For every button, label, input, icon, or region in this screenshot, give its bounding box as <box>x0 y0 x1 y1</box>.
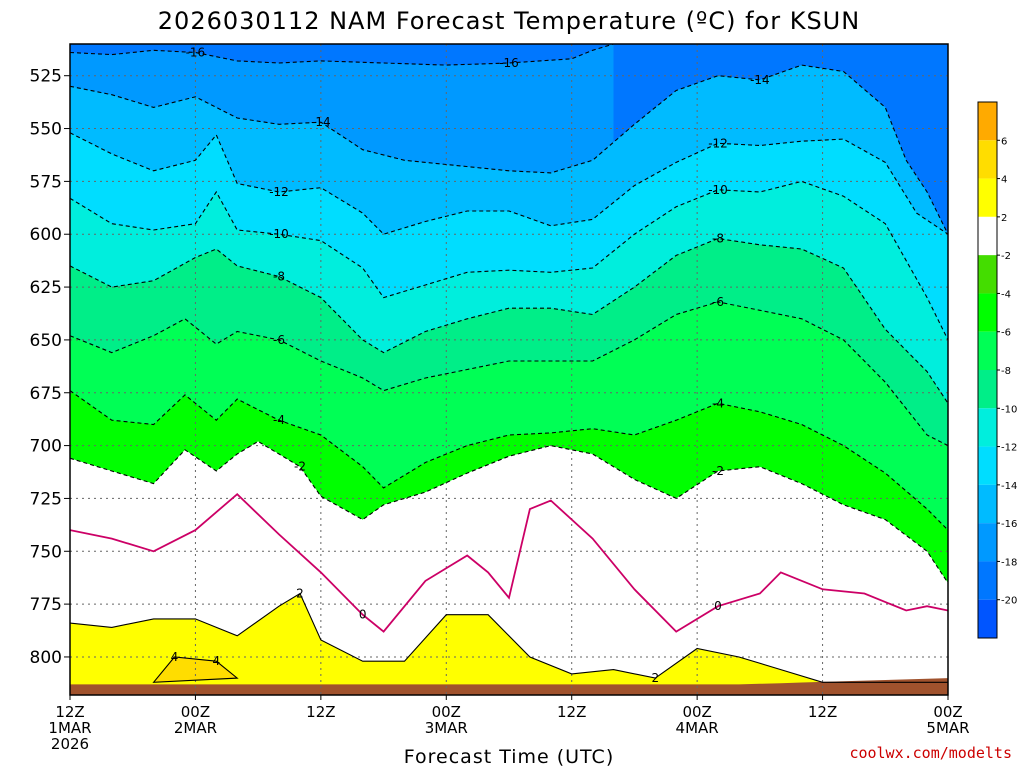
isotherm-label: -2 <box>712 464 724 478</box>
colorbar-label: -12 <box>1001 443 1017 454</box>
isotherm-0 <box>70 492 948 633</box>
colorbar-swatch <box>978 408 997 447</box>
colorbar-label: 2 <box>1001 213 1007 224</box>
credit-link[interactable]: coolwx.com/modelts <box>849 744 1012 762</box>
x-axis-label: Forecast Time (UTC) <box>404 746 614 768</box>
y-tick-label: 675 <box>30 384 62 404</box>
plot-area: -16 -16 -14 -14 -12 -12 -10 -10 -8 -8 -6 -6 -4 -4 -2 -2… <box>30 43 970 753</box>
isotherm-label: -8 <box>273 270 285 284</box>
colorbar-swatch <box>978 331 997 370</box>
x-tick-label: 00Z <box>682 703 711 721</box>
x-tick-label: 00Z <box>181 703 210 721</box>
chart-title: 2026030112 NAM Forecast Temperature (ºC)… <box>158 7 860 35</box>
y-tick-label: 800 <box>30 648 62 668</box>
colorbar: 6 4 2 -2 -4 -6 -8 -10 -12 -14 -16 -18 -20 <box>977 101 1017 639</box>
isotherm-label: -12 <box>269 185 289 199</box>
colorbar-swatch <box>978 561 997 600</box>
terrain <box>70 678 948 695</box>
colorbar-swatch <box>978 523 997 562</box>
isotherm-label: -16 <box>499 56 519 70</box>
colorbar-swatch <box>978 370 997 409</box>
isotherm-label: -4 <box>273 413 285 427</box>
colorbar-swatch <box>978 484 997 524</box>
isotherm-label: 2 <box>651 671 659 685</box>
colorbar-label: -16 <box>1001 519 1017 530</box>
isotherm--14 <box>70 64 948 235</box>
isotherm-label: -6 <box>712 295 724 309</box>
colorbar-label: -20 <box>1001 596 1017 607</box>
x-tick-label: 00Z <box>432 703 461 721</box>
colorbar-label: 6 <box>1001 136 1007 147</box>
isotherm-label: -10 <box>269 227 289 241</box>
y-tick-label: 525 <box>30 67 62 87</box>
isotherm-2 <box>70 592 948 683</box>
temperature-bands <box>70 44 948 695</box>
isotherm--12 <box>70 132 948 235</box>
y-tick-label: 750 <box>30 542 62 562</box>
isotherm-label: 0 <box>714 599 722 613</box>
isotherm-label: -2 <box>294 460 306 474</box>
x-tick-label: 2026 <box>51 735 89 753</box>
x-tick-label: 12Z <box>557 703 586 721</box>
colorbar-label: -10 <box>1001 404 1017 415</box>
isotherm--8 <box>70 237 948 404</box>
y-tick-label: 625 <box>30 278 62 298</box>
x-tick-label: 1MAR <box>48 719 91 737</box>
isotherm-label: 4 <box>171 650 179 664</box>
colorbar-label: -4 <box>1001 289 1011 300</box>
x-tick-label: 2MAR <box>174 719 217 737</box>
plot-frame <box>69 43 949 696</box>
isotherm-label: 4 <box>212 654 220 668</box>
colorbar-label: -18 <box>1001 557 1017 568</box>
colorbar-swatch <box>978 178 997 217</box>
colorbar-swatch <box>978 293 997 332</box>
colorbar-swatch <box>978 216 997 256</box>
colorbar-swatch <box>978 102 997 141</box>
isotherm-label: -14 <box>750 73 770 87</box>
y-tick-label: 575 <box>30 172 62 192</box>
colorbar-swatch <box>978 255 997 294</box>
isotherm-label: -6 <box>273 333 285 347</box>
x-tick-label: 4MAR <box>676 719 719 737</box>
colorbar-swatch <box>978 599 997 638</box>
isotherm-label: -8 <box>712 232 724 246</box>
colorbar-swatch <box>978 446 997 485</box>
isotherm-label: -10 <box>708 183 728 197</box>
y-tick-label: 550 <box>30 120 62 140</box>
isotherm--16 <box>70 44 614 66</box>
x-tick-label: 3MAR <box>425 719 468 737</box>
colorbar-label: -6 <box>1001 328 1011 339</box>
x-tick-label: 12Z <box>306 703 335 721</box>
y-tick-label: 600 <box>30 225 62 245</box>
x-tick-label: 12Z <box>55 703 84 721</box>
colorbar-label: -2 <box>1001 251 1011 262</box>
isotherm-4 <box>152 656 239 683</box>
y-tick-label: 775 <box>30 595 62 615</box>
y-tick-label: 650 <box>30 331 62 351</box>
isotherm-label: 0 <box>359 608 367 622</box>
isotherm-lines: -16 -16 -14 -14 -12 -12 -10 -10 -8 -8 -6 -6 -4 -4 -2 -2… <box>70 44 948 685</box>
colorbar-label: 4 <box>1001 175 1007 186</box>
x-tick-label: 5MAR <box>926 719 969 737</box>
colorbar-label: -14 <box>1001 481 1017 492</box>
isotherm--10 <box>70 180 948 341</box>
isotherm-label: -14 <box>311 115 331 129</box>
isotherm--2 <box>70 440 948 584</box>
isotherm-label: -12 <box>708 136 728 150</box>
band-2 <box>70 593 948 695</box>
isotherm--6 <box>70 301 948 447</box>
x-tick-label: 12Z <box>808 703 837 721</box>
colorbar-swatch <box>978 140 997 179</box>
isotherm--4 <box>70 390 948 531</box>
x-tick-label: 00Z <box>933 703 962 721</box>
y-axis: 525 550 575 600 625 650 675 700 725 750 775 800 <box>30 67 70 668</box>
isotherm-label: -4 <box>712 396 724 410</box>
y-tick-label: 725 <box>30 489 62 509</box>
colorbar-label: -8 <box>1001 366 1011 377</box>
isotherm-label: 2 <box>296 587 304 601</box>
isotherm-label: -16 <box>186 46 206 60</box>
y-tick-label: 700 <box>30 437 62 457</box>
